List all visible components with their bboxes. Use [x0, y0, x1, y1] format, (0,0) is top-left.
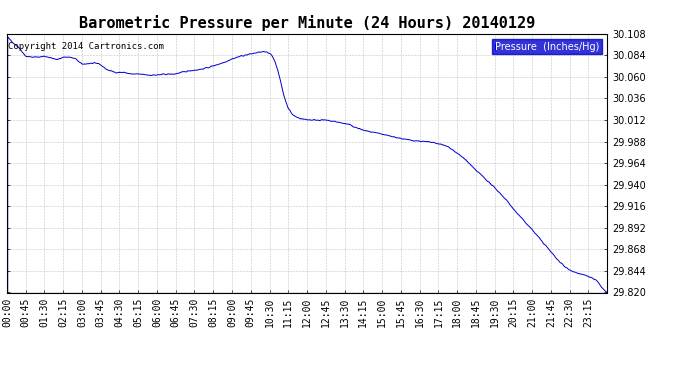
- Title: Barometric Pressure per Minute (24 Hours) 20140129: Barometric Pressure per Minute (24 Hours…: [79, 15, 535, 31]
- Legend: Pressure  (Inches/Hg): Pressure (Inches/Hg): [492, 39, 602, 54]
- Text: Copyright 2014 Cartronics.com: Copyright 2014 Cartronics.com: [8, 42, 164, 51]
